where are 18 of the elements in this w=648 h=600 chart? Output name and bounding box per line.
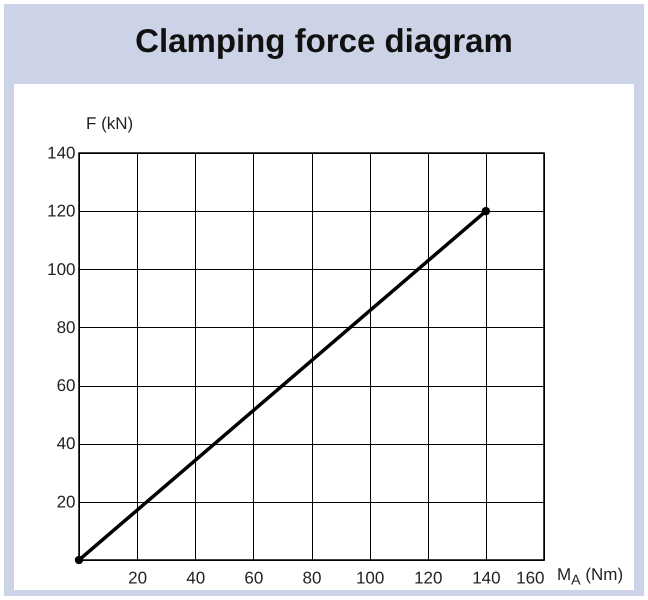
x-tick-label: 120 <box>414 568 442 588</box>
x-tick-label: 100 <box>356 568 384 588</box>
x-tick-label: 80 <box>302 568 322 588</box>
y-tick-label: 120 <box>47 202 76 221</box>
x-tick-label: 140 <box>472 568 501 588</box>
x-tick-label: 40 <box>186 568 206 588</box>
y-tick-label: 140 <box>47 144 76 162</box>
y-tick-label: 40 <box>56 434 76 454</box>
chart-title: Clamping force diagram <box>134 21 514 61</box>
x-tick-label: 160 <box>516 568 544 588</box>
y-tick-label: 80 <box>56 318 76 337</box>
x-tick-label: 20 <box>128 568 148 588</box>
y-tick-label: 100 <box>47 260 76 279</box>
y-tick-label: 20 <box>56 492 76 512</box>
x-axis-title: M$_{A}$ (Nm) <box>557 565 624 588</box>
y-axis-title: F (kN) <box>86 114 134 134</box>
x-tick-label: 60 <box>244 568 264 588</box>
y-tick-label: 60 <box>56 376 76 396</box>
